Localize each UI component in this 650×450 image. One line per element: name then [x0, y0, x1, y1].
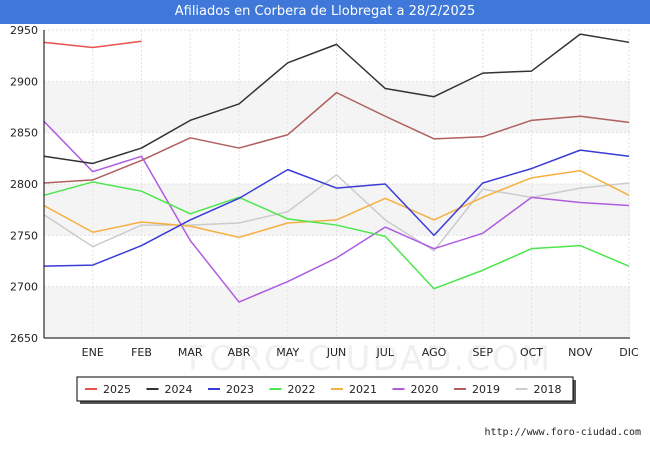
x-tick-label: MAR [178, 346, 203, 359]
legend-box [76, 376, 574, 402]
x-tick-label: DIC [619, 346, 639, 359]
y-tick-labels: 2650 2700 2750 2800 2850 2900 2950 [10, 24, 38, 345]
y-tick-label: 2950 [10, 24, 38, 37]
x-tick-label: AGO [422, 346, 447, 359]
x-tick-labels: ENE FEB MAR ABR MAY JUN JUL AGO SEP OCT NOV DIC [82, 346, 639, 359]
y-tick-label: 2850 [10, 127, 38, 140]
legend: 2025 2024 2023 2022 2021 2020 2019 2018 [76, 376, 576, 404]
series-lines [43, 33, 630, 303]
legend-label-2020: 2020 [411, 383, 439, 396]
y-tick-label: 2650 [10, 332, 38, 345]
y-tick-label: 2900 [10, 75, 38, 88]
legend-label-2022: 2022 [288, 383, 316, 396]
y-tick-label: 2750 [10, 229, 38, 242]
x-tick-label: JUL [376, 346, 395, 359]
series-line-2023 [43, 149, 630, 267]
y-tick-label: 2800 [10, 178, 38, 191]
y-tick-label: 2700 [10, 281, 38, 294]
x-tick-label: ABR [228, 346, 251, 359]
series-line-2024 [43, 33, 630, 165]
series-line-2020 [43, 120, 630, 303]
x-tick-label: MAY [276, 346, 299, 359]
x-tick-label: FEB [131, 346, 152, 359]
series-line-2021 [43, 169, 630, 239]
legend-label-2018: 2018 [534, 383, 562, 396]
series-line-2019 [43, 91, 630, 184]
x-tick-label: SEP [472, 346, 493, 359]
legend-label-2025: 2025 [103, 383, 131, 396]
x-tick-label: NOV [568, 346, 593, 359]
legend-label-2023: 2023 [226, 383, 254, 396]
legend-label-2021: 2021 [349, 383, 377, 396]
series-line-2025 [43, 40, 142, 49]
legend-label-2024: 2024 [165, 383, 193, 396]
series-line-2022 [43, 181, 630, 290]
x-tick-label: OCT [520, 346, 543, 359]
watermark: FORO-CIUDAD.COM [188, 339, 552, 379]
chart-title: Afiliados en Corbera de Llobregat a 28/2… [0, 0, 650, 24]
source-url[interactable]: http://www.foro-ciudad.com [484, 427, 641, 438]
x-tick-label: ENE [82, 346, 104, 359]
legend-label-2019: 2019 [472, 383, 500, 396]
x-tick-label: JUN [326, 346, 347, 359]
